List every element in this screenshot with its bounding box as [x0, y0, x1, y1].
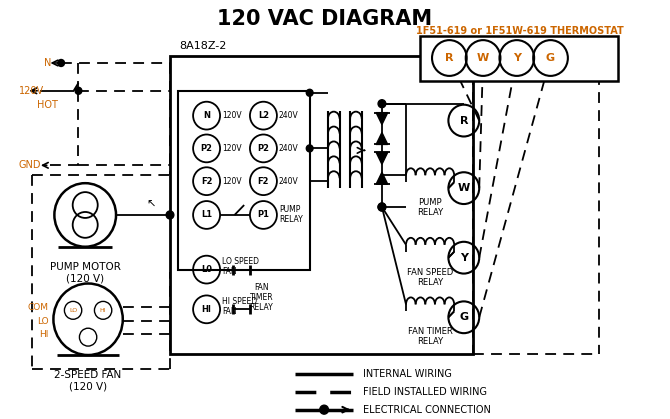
- Text: RELAY: RELAY: [279, 215, 303, 225]
- Text: RELAY: RELAY: [417, 277, 443, 287]
- Text: PUMP MOTOR
(120 V): PUMP MOTOR (120 V): [50, 261, 121, 283]
- Text: FAN: FAN: [222, 307, 237, 316]
- Text: N: N: [203, 111, 210, 120]
- Text: INTERNAL WIRING: INTERNAL WIRING: [362, 369, 452, 379]
- Text: L1: L1: [201, 210, 212, 220]
- Text: R: R: [460, 116, 468, 126]
- Text: F2: F2: [258, 177, 269, 186]
- Text: R: R: [445, 53, 454, 63]
- Text: LO: LO: [37, 317, 49, 326]
- Text: W: W: [458, 183, 470, 193]
- Text: FAN: FAN: [254, 283, 269, 292]
- Circle shape: [378, 100, 386, 108]
- Text: LO: LO: [69, 308, 77, 313]
- Text: P1: P1: [257, 210, 269, 220]
- Text: P2: P2: [200, 144, 212, 153]
- Text: F2: F2: [201, 177, 212, 186]
- Polygon shape: [376, 172, 388, 184]
- Text: 240V: 240V: [279, 111, 299, 120]
- Text: RELAY: RELAY: [417, 337, 443, 346]
- Text: 240V: 240V: [279, 144, 299, 153]
- Text: G: G: [459, 312, 468, 322]
- Text: GND: GND: [19, 160, 42, 170]
- Text: HI: HI: [202, 305, 212, 314]
- Text: ↖: ↖: [146, 200, 155, 210]
- Text: 8A18Z-2: 8A18Z-2: [180, 41, 227, 51]
- Circle shape: [75, 87, 82, 94]
- Bar: [178, 91, 310, 269]
- Text: Y: Y: [460, 253, 468, 263]
- Text: 120V: 120V: [222, 177, 242, 186]
- Text: L2: L2: [258, 111, 269, 120]
- Text: 120V: 120V: [222, 144, 242, 153]
- Circle shape: [306, 145, 313, 152]
- Circle shape: [378, 203, 386, 211]
- Text: 1F51-619 or 1F51W-619 THERMOSTAT: 1F51-619 or 1F51W-619 THERMOSTAT: [415, 26, 623, 36]
- Text: Y: Y: [513, 53, 521, 63]
- Text: 120V: 120V: [222, 111, 242, 120]
- Text: TIMER: TIMER: [250, 293, 273, 302]
- Text: 2-SPEED FAN
(120 V): 2-SPEED FAN (120 V): [54, 370, 122, 391]
- Circle shape: [320, 405, 328, 414]
- Text: PUMP: PUMP: [279, 205, 300, 215]
- Text: N: N: [44, 58, 52, 68]
- Text: HI: HI: [40, 330, 49, 339]
- Text: RELAY: RELAY: [417, 208, 443, 217]
- Polygon shape: [376, 113, 388, 124]
- Circle shape: [58, 59, 64, 67]
- Text: 240V: 240V: [279, 177, 299, 186]
- Text: ELECTRICAL CONNECTION: ELECTRICAL CONNECTION: [362, 405, 490, 415]
- Text: 120 VAC DIAGRAM: 120 VAC DIAGRAM: [216, 9, 431, 29]
- Text: P2: P2: [257, 144, 269, 153]
- Bar: [421, 36, 618, 81]
- Text: HI SPEED: HI SPEED: [222, 297, 257, 306]
- Text: W: W: [477, 53, 489, 63]
- Bar: [170, 56, 474, 354]
- Polygon shape: [376, 153, 388, 164]
- Circle shape: [306, 89, 313, 96]
- Text: FAN SPEED: FAN SPEED: [407, 268, 453, 277]
- Text: G: G: [546, 53, 555, 63]
- Text: FAN TIMER: FAN TIMER: [408, 327, 452, 336]
- Text: FIELD INSTALLED WIRING: FIELD INSTALLED WIRING: [362, 387, 486, 397]
- Circle shape: [166, 211, 174, 219]
- Text: 120V: 120V: [19, 86, 44, 96]
- Text: PUMP: PUMP: [418, 198, 442, 207]
- Text: HI: HI: [100, 308, 107, 313]
- Text: FAN: FAN: [222, 267, 237, 276]
- Text: RELAY: RELAY: [250, 303, 273, 312]
- Text: HOT: HOT: [38, 100, 58, 110]
- Text: COM: COM: [27, 303, 49, 312]
- Text: LO SPEED: LO SPEED: [222, 257, 259, 266]
- Text: L0: L0: [201, 265, 212, 274]
- Circle shape: [378, 203, 386, 211]
- Polygon shape: [376, 132, 388, 145]
